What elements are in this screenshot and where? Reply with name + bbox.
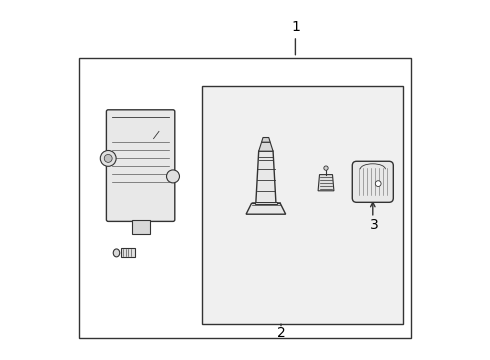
Polygon shape xyxy=(256,151,276,203)
Ellipse shape xyxy=(113,249,120,257)
FancyBboxPatch shape xyxy=(352,161,393,202)
Text: 3: 3 xyxy=(370,218,379,232)
Circle shape xyxy=(375,181,381,186)
Bar xyxy=(255,202,277,204)
Polygon shape xyxy=(259,142,273,151)
FancyBboxPatch shape xyxy=(106,110,175,221)
Circle shape xyxy=(324,166,328,170)
Circle shape xyxy=(104,154,112,162)
Bar xyxy=(132,220,149,234)
Text: 2: 2 xyxy=(277,326,285,340)
Circle shape xyxy=(100,150,116,166)
Text: 1: 1 xyxy=(291,20,300,34)
Bar xyxy=(202,86,403,324)
Bar xyxy=(79,58,411,338)
Bar xyxy=(121,248,135,257)
Polygon shape xyxy=(262,138,270,142)
Circle shape xyxy=(167,170,179,183)
Polygon shape xyxy=(318,175,334,191)
Polygon shape xyxy=(246,203,286,214)
